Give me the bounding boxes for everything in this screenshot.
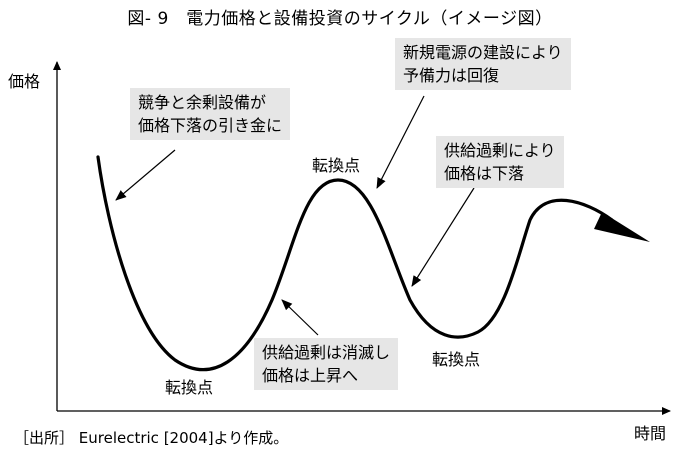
callout-oversupply-line-2: 価格は下落 — [444, 164, 525, 183]
callout-competition-line-1: 競争と余剰設備が — [138, 93, 267, 112]
turning-point-trough-1: 転換点 — [165, 378, 214, 397]
resolved-arrow — [281, 299, 319, 336]
callout-competition-line-2: 価格下落の引き金に — [138, 116, 283, 135]
callout-oversupply-line-1: 供給過剰により — [444, 141, 556, 160]
callout-competition: 競争と余剰設備が 価格下落の引き金に — [130, 88, 291, 140]
callout-recovery: 新規電源の建設により 予備力は回復 — [395, 38, 571, 90]
callout-recovery-line-2: 予備力は回復 — [403, 66, 500, 85]
turning-point-trough-2: 転換点 — [432, 350, 481, 369]
callout-resolved-line-1: 供給過剰は消滅し — [262, 343, 391, 362]
callout-resolved-line-2: 価格は上昇へ — [262, 366, 359, 385]
turning-point-peak: 転換点 — [312, 156, 361, 175]
source-note: ［出所］ Eurelectric [2004]より作成。 — [14, 429, 289, 447]
callout-resolved: 供給過剰は消滅し 価格は上昇へ — [254, 338, 399, 390]
callout-oversupply: 供給過剰により 価格は下落 — [436, 136, 564, 188]
callout-recovery-line-1: 新規電源の建設により — [403, 43, 563, 62]
x-axis-label: 時間 — [634, 424, 667, 443]
y-axis-label: 価格 — [8, 72, 41, 91]
figure-title: 図- 9 電力価格と設備投資のサイクル（イメージ図） — [127, 9, 553, 29]
recovery-arrow — [376, 95, 425, 189]
curve-arrowhead — [594, 212, 650, 242]
oversupply-arrow — [411, 187, 475, 287]
price-cycle-curve — [96, 155, 614, 372]
competition-arrow — [115, 149, 176, 201]
